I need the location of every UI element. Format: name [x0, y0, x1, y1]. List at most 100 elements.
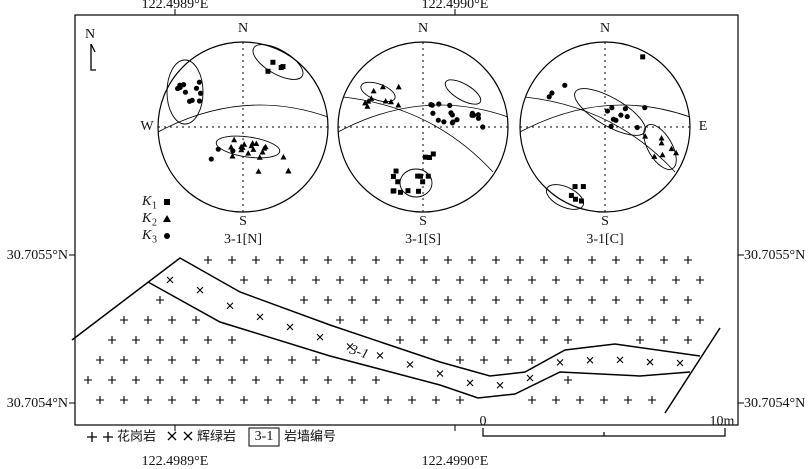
granite-symbol [540, 336, 548, 344]
granite-symbol [324, 256, 332, 264]
granite-symbol [480, 356, 488, 364]
lat-label: 30.7054°N [7, 396, 68, 411]
granite-symbol [636, 336, 644, 344]
lat-label: 30.7055°N [744, 248, 805, 263]
legend-label: 岩墙编号 [284, 430, 336, 445]
k3-point [196, 98, 203, 104]
lat-label: 30.7054°N [744, 396, 805, 411]
granite-symbol [540, 256, 548, 264]
granite-symbol [180, 336, 188, 344]
granite-symbol [504, 356, 512, 364]
granite-symbol [336, 316, 344, 324]
k3-point [436, 101, 442, 107]
lon-label: 122.4990°E [422, 454, 489, 469]
granite-symbol [444, 336, 452, 344]
k3-point [428, 102, 434, 108]
k3-point [215, 146, 221, 152]
k2-point [368, 95, 375, 101]
dike-number-box [248, 427, 280, 447]
granite-symbol [696, 276, 704, 284]
k2-point [256, 154, 263, 160]
k1-point [568, 192, 574, 198]
granite-symbol [396, 296, 404, 304]
k-legend-sub: 3 [152, 234, 157, 245]
granite-symbol [408, 396, 416, 404]
granite-symbol [288, 396, 296, 404]
granite-symbol [600, 276, 608, 284]
granite-symbol [240, 356, 248, 364]
k2-point [245, 150, 252, 156]
granite-symbol [360, 396, 368, 404]
k1-point [580, 184, 586, 190]
granite-symbol [660, 296, 668, 304]
granite-symbol [108, 376, 116, 384]
diabase-symbol [226, 302, 234, 310]
granite-symbol [552, 396, 560, 404]
granite-symbol [156, 336, 164, 344]
granite-symbol [564, 256, 572, 264]
granite-symbol [192, 356, 200, 364]
granite-symbol [252, 376, 260, 384]
granite-symbol [204, 336, 212, 344]
net-north: N [418, 21, 428, 36]
k2-point [395, 83, 402, 90]
k1-point [572, 196, 578, 202]
granite-symbol [96, 356, 104, 364]
stereonets [157, 41, 691, 213]
granite-symbol [480, 276, 488, 284]
lon-label: 122.4990°E [422, 0, 489, 12]
great-circle [342, 96, 494, 173]
granite-symbol [120, 356, 128, 364]
net-caption: 3-1[C] [586, 232, 623, 247]
granite-symbol [168, 356, 176, 364]
diabase-symbol [376, 352, 384, 359]
granite-symbol [684, 336, 692, 344]
granite-symbol [228, 336, 236, 344]
granite-symbol [468, 336, 476, 344]
k3-point [634, 124, 640, 131]
legend-symbol: 3-1 [255, 429, 274, 444]
k1-point [420, 179, 426, 185]
granite-symbol [648, 276, 656, 284]
granite-symbol [168, 396, 176, 404]
k3-point [208, 156, 214, 162]
granite-symbol [300, 296, 308, 304]
granite-symbol [228, 376, 236, 384]
lon-label: 122.4989°E [142, 0, 209, 12]
k2-point [395, 101, 402, 108]
k2-point [364, 103, 371, 109]
granite-symbol [192, 396, 200, 404]
diabase-symbol [646, 358, 654, 366]
diabase-symbol [316, 333, 324, 341]
granite-symbol [324, 296, 332, 304]
k1-point [415, 188, 421, 194]
legend-label: 辉绿岩 [197, 430, 236, 445]
granite-symbol [300, 376, 308, 384]
confidence-ellipse [545, 184, 585, 210]
k2-point [673, 149, 680, 156]
granite-symbol [216, 356, 224, 364]
granite-symbol [624, 396, 632, 404]
diabase-symbol [556, 358, 564, 366]
granite-symbol [456, 276, 464, 284]
granite-symbol [492, 256, 500, 264]
granite-symbol [132, 376, 140, 384]
net-north: N [238, 21, 248, 36]
k2-point [365, 98, 372, 104]
granite-symbol [492, 296, 500, 304]
granite-symbol [348, 296, 356, 304]
k1-point [270, 59, 276, 65]
k1-point [425, 173, 431, 179]
granite-symbol [372, 256, 380, 264]
k2-point [382, 97, 389, 104]
granite-symbol [132, 336, 140, 344]
granite-symbol [216, 396, 224, 404]
k1-point [427, 154, 433, 160]
k-legend-sub: 1 [152, 200, 157, 211]
k1-point [415, 173, 421, 179]
dike-upper-edge [71, 257, 701, 377]
granite-symbol [636, 256, 644, 264]
granite-symbol [552, 276, 560, 284]
granite-symbol [156, 376, 164, 384]
k3-point [186, 98, 193, 104]
